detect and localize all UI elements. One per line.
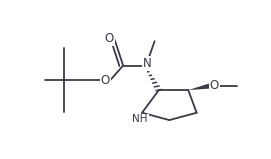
Text: NH: NH: [132, 114, 148, 124]
Text: N: N: [143, 57, 152, 70]
Text: O: O: [105, 31, 114, 45]
Text: O: O: [210, 79, 219, 92]
Polygon shape: [188, 83, 213, 90]
Text: O: O: [101, 74, 110, 87]
